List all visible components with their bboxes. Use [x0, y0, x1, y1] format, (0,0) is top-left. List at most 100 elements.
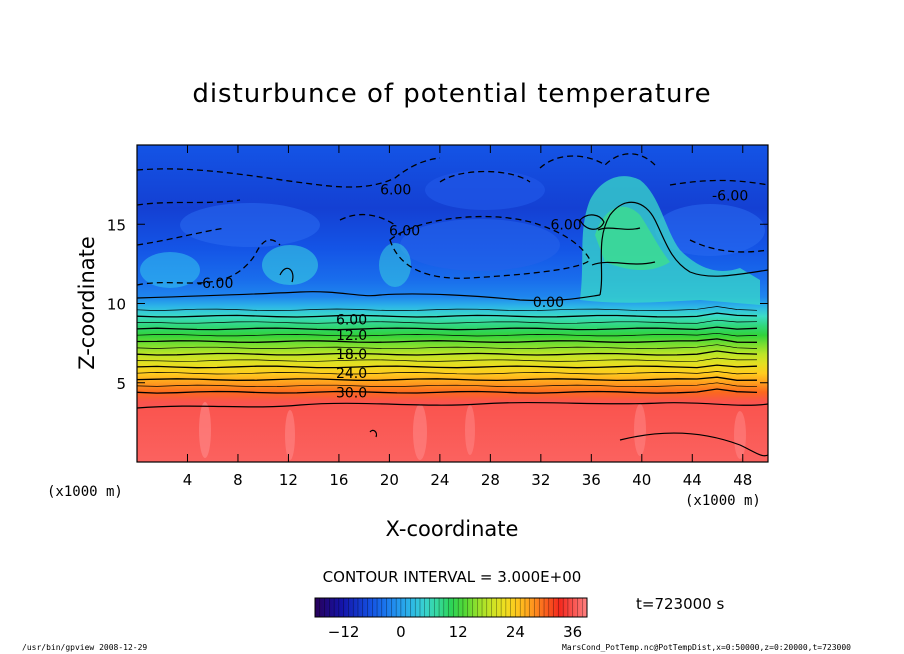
contour-line [339, 213, 396, 226]
contour-line [137, 326, 758, 331]
contour-line [619, 432, 768, 457]
x-tick-label: 40 [632, 471, 651, 489]
contour-line [137, 401, 768, 409]
zero-contours [137, 201, 768, 457]
contour-line [369, 429, 378, 438]
contour-label: 24.0 [336, 366, 367, 382]
turbulent-core [595, 206, 670, 270]
time-label: t=723000 s [636, 595, 724, 613]
x-tick-label: 28 [481, 471, 500, 489]
contour-line [137, 376, 758, 382]
contour-label: 12.0 [336, 328, 367, 344]
colorbar-tick-label: 24 [506, 623, 525, 641]
colorbar-tick-label: 0 [396, 623, 406, 641]
cyan-patch [262, 245, 318, 285]
colorbar-fill [315, 598, 587, 617]
x-tick-label: 16 [329, 471, 348, 489]
footer-right: MarsCond_PotTemp.nc@PotTempDist,x=0:5000… [562, 643, 851, 652]
contour-line [279, 267, 294, 283]
contour-line [579, 214, 605, 230]
warm-plume [199, 402, 211, 458]
contour-line [137, 364, 758, 369]
contour-label: 18.0 [336, 347, 367, 363]
x-tick-label: 8 [233, 471, 243, 489]
warm-plume [465, 405, 475, 455]
contour-line [389, 215, 591, 279]
contour-line [591, 261, 656, 266]
colorbar-frame [314, 597, 588, 618]
contour-label: 6.00 [336, 312, 367, 328]
cyan-patch [379, 243, 411, 287]
contour-line [137, 306, 758, 311]
negative-contours [137, 153, 768, 286]
warm-plume [413, 404, 427, 460]
x-tick-label: 48 [733, 471, 752, 489]
contour-label: 6.00 [380, 182, 411, 198]
contour-line [137, 332, 758, 337]
plot-area: 6.006.00 6.00-6.00-6.000.006.0012.018.024… [107, 144, 769, 489]
contour-line [137, 344, 758, 350]
contour-line [597, 227, 641, 231]
colorbar-tick-label: 12 [449, 623, 468, 641]
contour-line [137, 319, 758, 324]
y-axis-label: Z-coordinate [75, 236, 99, 370]
contour-line [137, 227, 226, 246]
colorbar-divisions [319, 598, 583, 617]
contour-label: 6.00 [389, 224, 420, 240]
contour-line [137, 382, 758, 388]
contour-line [137, 312, 758, 318]
colorbar-tick-label: −12 [328, 623, 360, 641]
contour-line [137, 357, 758, 362]
contour-line [137, 199, 241, 206]
contour-label: 0.00 [533, 295, 564, 311]
contour-line [137, 157, 441, 188]
y-tick-label: 5 [116, 375, 126, 393]
contour-label: -6.00 [712, 189, 748, 205]
colorbar-ticks: −12 0 12 24 36 [328, 623, 582, 641]
contour-line [599, 201, 768, 296]
colorbar-tick-label: 36 [563, 623, 582, 641]
x-axis-label: X-coordinate [386, 517, 519, 541]
footer-left: /usr/bin/gpview 2008-12-29 [22, 643, 147, 652]
x-tick-label: 4 [183, 471, 193, 489]
x-tick-label: 32 [531, 471, 550, 489]
x-tick-label: 36 [582, 471, 601, 489]
contour-line [439, 170, 531, 183]
warm-plume [634, 404, 646, 456]
y-tick-label: 10 [107, 296, 126, 314]
contour-line [137, 350, 758, 356]
contour-label: 6.00 [550, 217, 581, 233]
contour-line [137, 338, 758, 343]
contour-interval: CONTOUR INTERVAL = 3.000E+00 [323, 568, 582, 586]
x-axis-ticks: 4 8 12 16 20 24 28 32 36 40 44 48 [183, 145, 752, 489]
x-tick-label: 24 [430, 471, 449, 489]
cool-patch [425, 170, 545, 210]
y-axis-ticks: 5 10 15 [107, 216, 768, 393]
cool-patch [400, 219, 560, 271]
contour-line [137, 239, 281, 286]
contour-line [137, 371, 758, 375]
contour-label: -6.00 [197, 276, 233, 292]
colorbar: −12 0 12 24 36 [314, 597, 588, 641]
contour-labels: 6.006.00 6.00-6.00-6.000.006.0012.018.024… [197, 182, 748, 401]
x-tick-label: 12 [279, 471, 298, 489]
x-unit-left: (x1000 m) [47, 484, 123, 500]
warm-plume [285, 410, 295, 460]
cool-patch [180, 203, 320, 247]
warm-plume [734, 411, 746, 459]
y-tick-label: 15 [107, 216, 126, 234]
contour-label: 30.0 [336, 385, 367, 401]
contour-line [689, 239, 768, 253]
chart-title: disturbunce of potential temperature [192, 79, 711, 109]
cyan-patch [140, 252, 200, 288]
contour-line [539, 153, 656, 169]
x-unit-right: (x1000 m) [685, 493, 761, 509]
field-blobs [137, 153, 768, 460]
contour-line [137, 388, 758, 394]
contours [137, 306, 758, 394]
contour-line [137, 291, 601, 302]
x-tick-label: 20 [380, 471, 399, 489]
cool-patch [655, 204, 765, 256]
x-tick-label: 44 [683, 471, 702, 489]
